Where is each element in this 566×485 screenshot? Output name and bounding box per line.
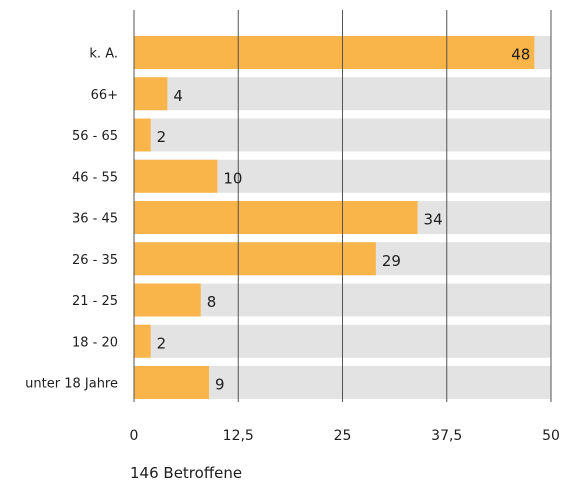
bar [134,242,376,276]
bar [134,36,535,69]
bar [134,159,218,193]
x-tick-labels: 0 12,5 25 37,5 50 [130,428,560,444]
bar [134,366,210,399]
category-label: 36 - 45 [72,212,118,227]
value-label: 8 [207,293,217,311]
value-label: 10 [223,169,242,187]
value-label: 4 [173,87,183,105]
value-label: 9 [215,376,225,394]
category-labels: k. A. 66+ 56 - 65 46 - 55 36 - 45 26 - 35 21 -… [25,47,118,392]
bar [134,77,168,111]
x-tick-label: 50 [542,428,560,444]
category-label: 66+ [91,88,118,103]
category-label: 56 - 65 [72,129,118,144]
chart-caption: 146 Betroffene [130,464,243,482]
bar [134,201,418,234]
value-label: 2 [157,334,167,352]
bar [134,324,151,358]
category-label: k. A. [89,47,118,62]
category-label: 18 - 20 [72,335,118,350]
x-tick-label: 37,5 [431,428,462,444]
category-label: unter 18 Jahre [25,377,118,392]
x-tick-label: 25 [334,428,352,444]
bar [134,283,201,317]
category-label: 21 - 25 [72,294,118,309]
value-label: 48 [511,46,530,64]
bar [134,118,151,152]
grid-lines [133,10,552,402]
x-tick-label: 0 [130,428,139,444]
bars [134,36,535,399]
x-tick-label: 12,5 [223,428,254,444]
value-label: 29 [382,252,401,270]
value-label: 2 [157,128,167,146]
category-label: 46 - 55 [72,170,118,185]
category-label: 26 - 35 [72,253,118,268]
value-label: 34 [424,211,443,229]
